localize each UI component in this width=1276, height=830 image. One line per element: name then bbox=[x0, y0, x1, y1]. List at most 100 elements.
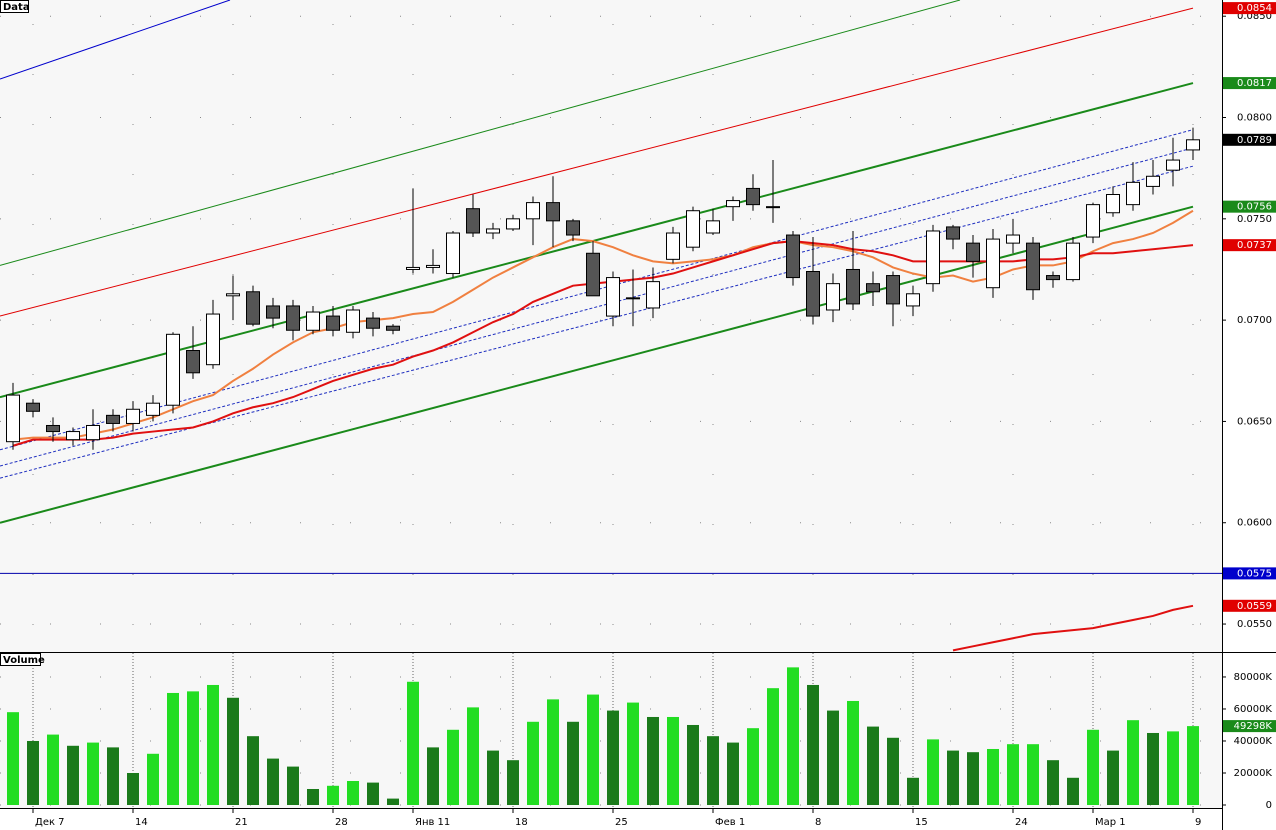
channel-line bbox=[0, 7, 1194, 317]
channel-line bbox=[0, 0, 961, 266]
y-tick-label: 80000K bbox=[1234, 672, 1273, 683]
volume-bar bbox=[267, 758, 279, 805]
y-tick-label: 60000K bbox=[1234, 704, 1273, 715]
volume-bar bbox=[447, 729, 459, 805]
candle-body bbox=[206, 313, 220, 366]
volume-bar bbox=[1187, 726, 1199, 805]
candle-body bbox=[1026, 242, 1040, 291]
candle-body bbox=[486, 228, 500, 234]
y-tick-label: 0.0600 bbox=[1237, 518, 1272, 529]
candle-body bbox=[466, 208, 480, 234]
volume-bar bbox=[967, 752, 979, 805]
y-tick-label: 0.0700 bbox=[1237, 315, 1272, 326]
x-tick-label: 8 bbox=[815, 817, 821, 828]
candle-body bbox=[226, 293, 240, 297]
volume-bar bbox=[927, 739, 939, 805]
candle-body bbox=[26, 402, 40, 412]
price-panel bbox=[0, 0, 1222, 652]
volume-bar bbox=[247, 736, 259, 805]
volume-bar bbox=[727, 742, 739, 805]
volume-bar bbox=[107, 747, 119, 805]
volume-bar bbox=[387, 798, 399, 805]
candle-body bbox=[946, 226, 960, 240]
candle-body bbox=[606, 277, 620, 317]
volume-bar bbox=[127, 772, 139, 805]
price-marker-label: 0.0559 bbox=[1237, 601, 1272, 612]
price-marker bbox=[1223, 77, 1276, 90]
volume-bar bbox=[827, 710, 839, 805]
candle-body bbox=[426, 264, 440, 268]
volume-bar bbox=[647, 716, 659, 805]
volume-bar bbox=[807, 684, 819, 805]
candle-body bbox=[626, 297, 640, 300]
y-tick-label: 20000K bbox=[1234, 768, 1273, 779]
y-tick-label: 0.0750 bbox=[1237, 214, 1272, 225]
volume-bar bbox=[527, 721, 539, 805]
candle-body bbox=[66, 431, 80, 441]
candle-body bbox=[766, 206, 780, 209]
volume-bar bbox=[687, 724, 699, 805]
volume-bar bbox=[767, 688, 779, 805]
price-marker bbox=[1223, 567, 1276, 580]
volume-bar bbox=[587, 694, 599, 805]
candle-body bbox=[366, 317, 380, 329]
candle-body bbox=[846, 268, 860, 305]
volume-bar bbox=[507, 760, 519, 805]
candle-body bbox=[1126, 181, 1140, 206]
candle-body bbox=[106, 414, 120, 424]
candle-body bbox=[986, 238, 1000, 289]
panel-title: Volume bbox=[3, 655, 45, 666]
candle-body bbox=[786, 234, 800, 279]
price-marker-label: 0.0737 bbox=[1237, 240, 1272, 251]
volume-bar bbox=[27, 740, 39, 805]
candle-body bbox=[126, 408, 140, 424]
volume-bar bbox=[607, 710, 619, 805]
volume-bar bbox=[207, 684, 219, 805]
volume-bar bbox=[1087, 729, 1099, 805]
volume-bar bbox=[847, 700, 859, 805]
x-tick-label: Фев 1 bbox=[715, 817, 745, 828]
x-tick-label: Мар 1 bbox=[1095, 817, 1126, 828]
candle-body bbox=[46, 424, 60, 433]
price-marker-label: 49298K bbox=[1234, 721, 1273, 732]
volume-bar bbox=[947, 750, 959, 805]
volume-bar bbox=[427, 747, 439, 805]
price-marker bbox=[1223, 133, 1276, 146]
price-plot bbox=[0, 0, 1222, 652]
volume-bar bbox=[1147, 732, 1159, 805]
candle-body bbox=[346, 309, 360, 333]
candle-body bbox=[866, 283, 880, 293]
candle-body bbox=[506, 218, 520, 230]
volume-bar bbox=[487, 750, 499, 805]
volume-bar bbox=[67, 745, 79, 805]
x-tick-label: 21 bbox=[235, 817, 248, 828]
channel-line bbox=[0, 147, 1194, 467]
y-tick-label: 0.0800 bbox=[1237, 113, 1272, 124]
volume-bar bbox=[87, 742, 99, 805]
volume-bar bbox=[1067, 777, 1079, 805]
x-tick-label: 28 bbox=[335, 817, 348, 828]
candle-body bbox=[686, 210, 700, 248]
price-marker bbox=[1223, 239, 1276, 252]
volume-bar bbox=[47, 734, 59, 805]
volume-bar bbox=[667, 716, 679, 805]
volume-bar bbox=[367, 782, 379, 805]
candle-body bbox=[906, 293, 920, 307]
price-marker-label: 0.0854 bbox=[1237, 3, 1272, 14]
y-tick-label: 0.0550 bbox=[1237, 619, 1272, 630]
volume-bar bbox=[1127, 720, 1139, 805]
volume-bar bbox=[707, 736, 719, 805]
volume-bar bbox=[567, 721, 579, 805]
y-tick-label: 0 bbox=[1266, 800, 1272, 811]
volume-plot bbox=[0, 653, 1222, 808]
volume-bar bbox=[747, 728, 759, 805]
candle-body bbox=[646, 281, 660, 309]
candle-body bbox=[1186, 139, 1200, 151]
x-tick-label: 9 bbox=[1195, 817, 1201, 828]
candle-body bbox=[566, 220, 580, 236]
price-marker-label: 0.0789 bbox=[1237, 135, 1272, 146]
volume-bar bbox=[887, 737, 899, 805]
volume-bar bbox=[787, 667, 799, 805]
